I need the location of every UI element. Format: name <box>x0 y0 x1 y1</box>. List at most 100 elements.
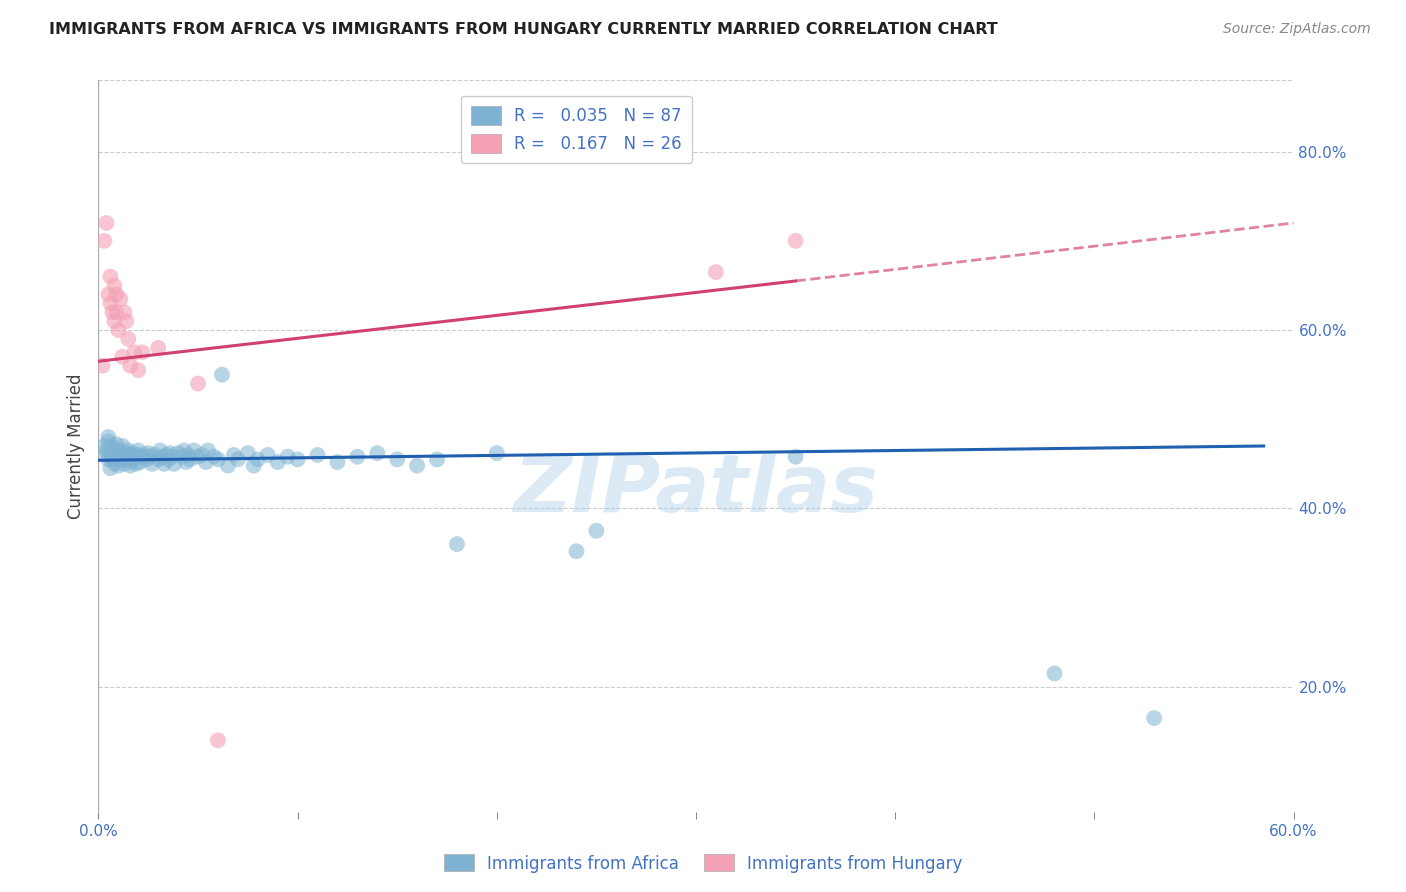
Point <box>112 446 135 460</box>
Point <box>177 448 200 462</box>
Point <box>243 458 266 473</box>
Point <box>211 368 233 382</box>
Point <box>105 305 128 319</box>
Point <box>120 448 142 462</box>
Point <box>217 458 239 473</box>
Point <box>124 450 146 464</box>
Point <box>93 234 115 248</box>
Point <box>346 450 368 464</box>
Point <box>187 376 209 391</box>
Point <box>135 452 157 467</box>
Point <box>121 446 143 460</box>
Point <box>103 443 125 458</box>
Point <box>174 455 197 469</box>
Point <box>111 448 134 462</box>
Point <box>406 458 429 473</box>
Point <box>125 457 148 471</box>
Point <box>127 443 149 458</box>
Point <box>96 448 118 462</box>
Point <box>267 455 290 469</box>
Point <box>101 452 124 467</box>
Point <box>115 314 138 328</box>
Point <box>148 452 170 467</box>
Point <box>101 441 124 455</box>
Point <box>129 455 152 469</box>
Point <box>485 446 508 460</box>
Point <box>105 287 128 301</box>
Point <box>134 448 156 462</box>
Point <box>111 350 134 364</box>
Point <box>103 450 125 464</box>
Point <box>131 450 153 464</box>
Point <box>117 332 139 346</box>
Point <box>110 452 132 467</box>
Text: Source: ZipAtlas.com: Source: ZipAtlas.com <box>1223 22 1371 37</box>
Point <box>157 452 180 467</box>
Point <box>110 443 132 458</box>
Point <box>150 450 173 464</box>
Point <box>366 446 388 460</box>
Point <box>179 452 201 467</box>
Point <box>98 269 122 284</box>
Point <box>107 452 129 467</box>
Point <box>105 448 128 462</box>
Point <box>173 443 195 458</box>
Point <box>98 446 122 460</box>
Point <box>115 452 138 467</box>
Point <box>136 446 159 460</box>
Point <box>139 450 162 464</box>
Point <box>91 359 114 373</box>
Point <box>565 544 588 558</box>
Point <box>183 443 205 458</box>
Point <box>426 452 449 467</box>
Point <box>127 448 149 462</box>
Point <box>236 446 259 460</box>
Point <box>197 443 219 458</box>
Point <box>195 455 218 469</box>
Point <box>143 448 166 462</box>
Point <box>256 448 278 462</box>
Point <box>159 446 181 460</box>
Point <box>103 314 125 328</box>
Point <box>97 287 120 301</box>
Point <box>117 450 139 464</box>
Y-axis label: Currently Married: Currently Married <box>67 373 86 519</box>
Point <box>148 341 170 355</box>
Point <box>785 234 807 248</box>
Point <box>110 292 132 306</box>
Point <box>187 450 209 464</box>
Point <box>446 537 468 551</box>
Point <box>1143 711 1166 725</box>
Point <box>97 434 120 449</box>
Point <box>202 450 225 464</box>
Point <box>307 448 329 462</box>
Point <box>120 359 142 373</box>
Point <box>191 448 214 462</box>
Point <box>1043 666 1066 681</box>
Point <box>131 345 153 359</box>
Point <box>103 278 125 293</box>
Point <box>207 733 229 747</box>
Point <box>96 443 118 458</box>
Point <box>112 305 135 319</box>
Point <box>385 452 409 467</box>
Point <box>222 448 245 462</box>
Legend: Immigrants from Africa, Immigrants from Hungary: Immigrants from Africa, Immigrants from … <box>437 847 969 880</box>
Point <box>155 448 177 462</box>
Point <box>103 457 125 471</box>
Point <box>207 452 229 467</box>
Point <box>172 450 194 464</box>
Point <box>107 323 129 337</box>
Point <box>704 265 727 279</box>
Point <box>98 439 122 453</box>
Point <box>160 450 183 464</box>
Point <box>117 443 139 458</box>
Point <box>287 452 309 467</box>
Point <box>98 461 122 475</box>
Point <box>93 439 115 453</box>
Point <box>785 450 807 464</box>
Point <box>101 305 124 319</box>
Point <box>121 454 143 468</box>
Point <box>226 452 249 467</box>
Point <box>97 452 120 467</box>
